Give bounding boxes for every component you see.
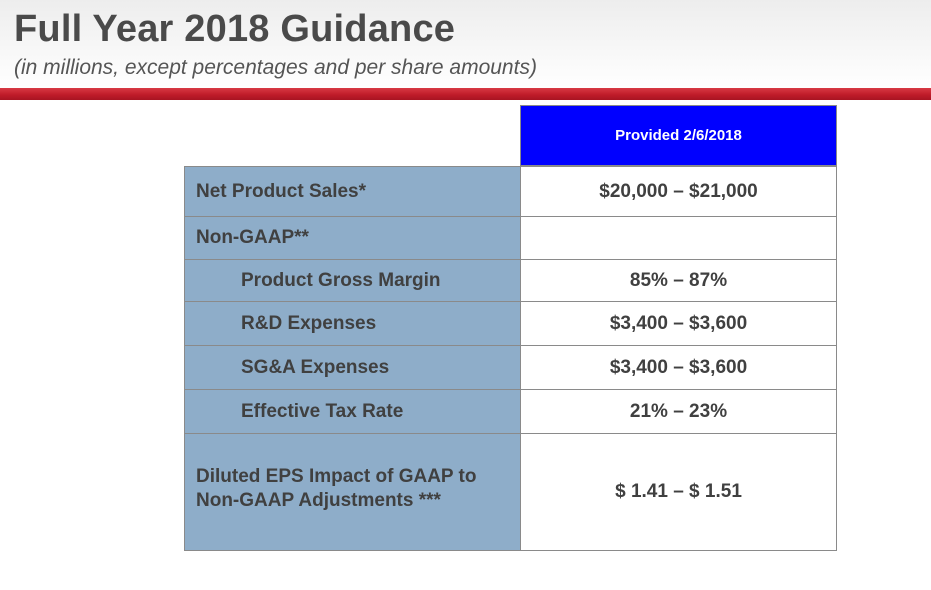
row-value-sga-expenses: $3,400 – $3,600 [520,345,837,389]
row-value-diluted-eps-impact: $ 1.41 – $ 1.51 [520,433,837,551]
row-value-effective-tax-rate: 21% – 23% [520,389,837,433]
header-accent-band [0,88,931,100]
row-label-effective-tax-rate: Effective Tax Rate [184,389,520,433]
row-label-rd-expenses: R&D Expenses [184,301,520,345]
slide-header: Full Year 2018 Guidance (in millions, ex… [0,0,931,88]
page-subtitle: (in millions, except percentages and per… [14,56,537,79]
row-label-sga-expenses: SG&A Expenses [184,345,520,389]
page-title: Full Year 2018 Guidance [14,8,456,50]
row-label-net-product-sales: Net Product Sales* [184,166,520,216]
row-label-diluted-eps-line1: Diluted EPS Impact of GAAP to [196,466,477,487]
row-label-product-gross-margin: Product Gross Margin [184,259,520,301]
row-label-diluted-eps-impact: Diluted EPS Impact of GAAP to Non-GAAP A… [184,433,520,551]
row-value-net-product-sales: $20,000 – $21,000 [520,166,837,216]
row-value-rd-expenses: $3,400 – $3,600 [520,301,837,345]
column-header-provided: Provided 2/6/2018 [520,105,837,166]
row-label-diluted-eps-line2: Non-GAAP Adjustments *** [196,490,441,511]
row-value-product-gross-margin: 85% – 87% [520,259,837,301]
row-label-non-gaap: Non-GAAP** [184,216,520,259]
guidance-table: Provided 2/6/2018 Net Product Sales* $20… [184,105,837,551]
table-corner-cell [184,105,520,166]
row-value-non-gaap [520,216,837,259]
